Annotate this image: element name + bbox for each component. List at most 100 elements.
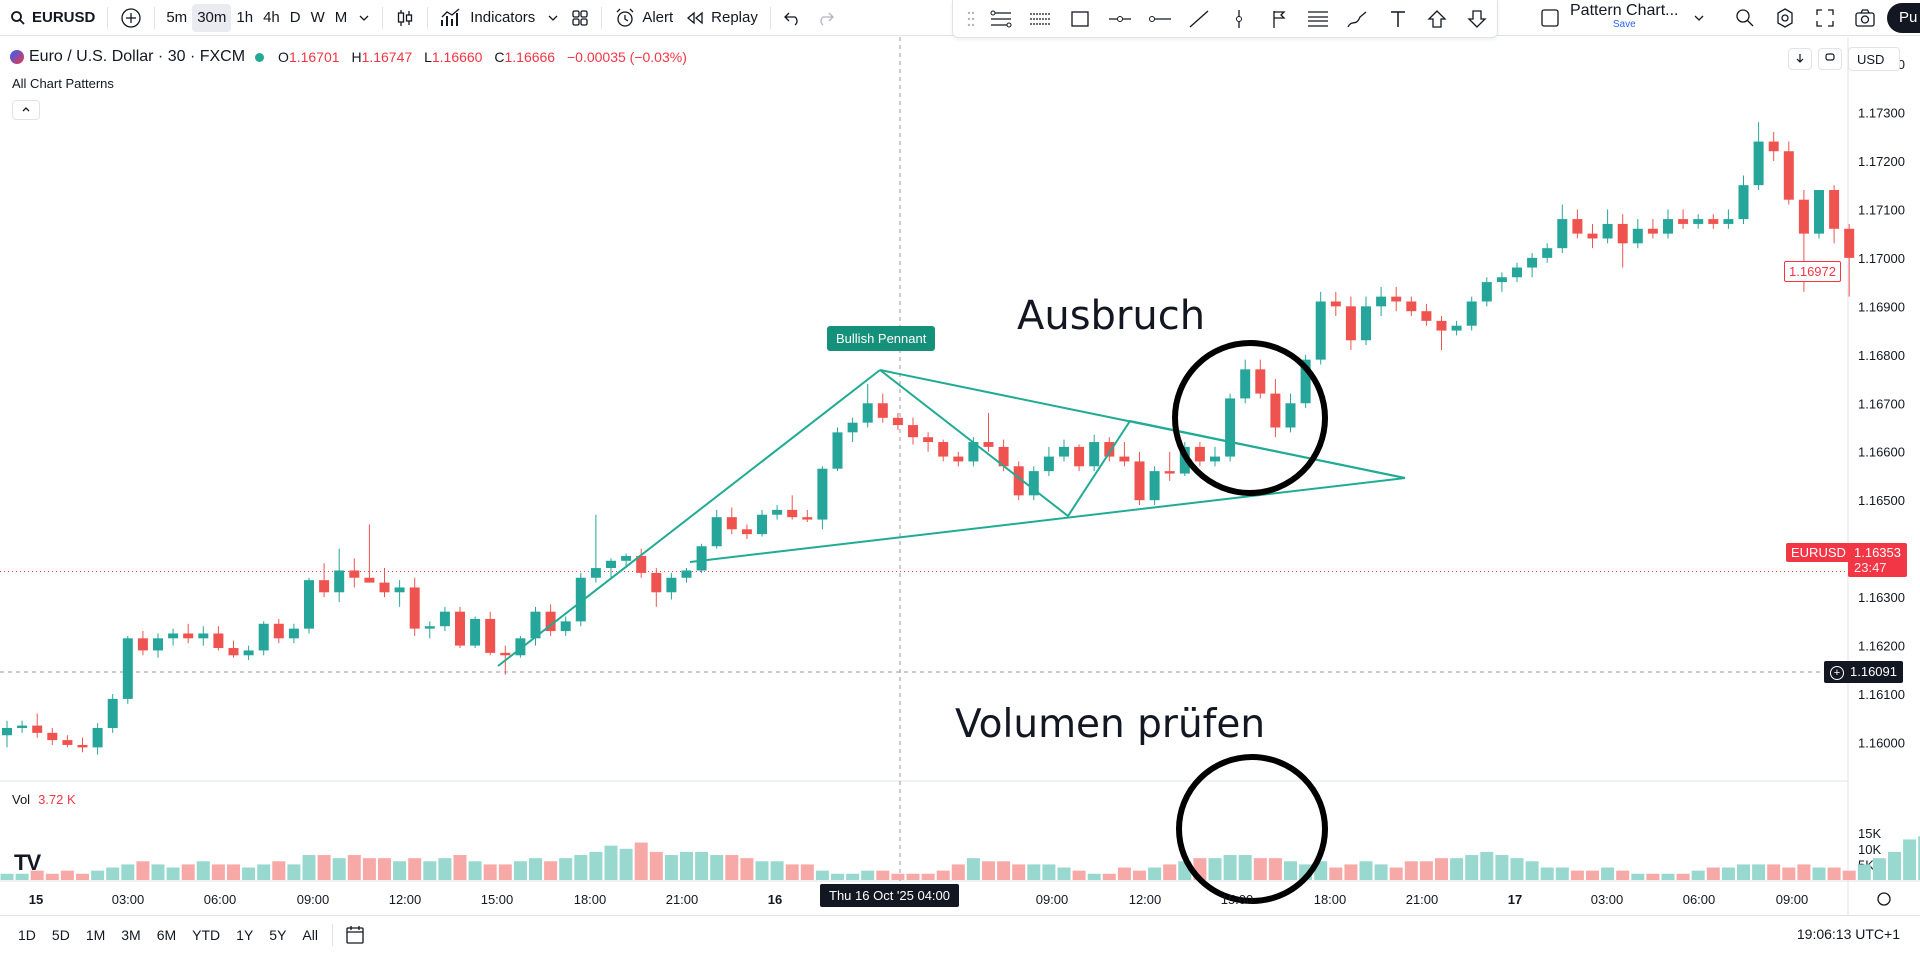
tradingview-logo[interactable]: TV bbox=[14, 850, 41, 875]
pitchfork-tool[interactable] bbox=[981, 4, 1021, 34]
brush-tool[interactable] bbox=[1338, 4, 1378, 34]
candle-body bbox=[455, 611, 465, 646]
fib-tool[interactable] bbox=[1298, 4, 1338, 34]
range-3m[interactable]: 3M bbox=[121, 926, 141, 943]
range-ytd[interactable]: YTD bbox=[192, 926, 221, 943]
volume-legend[interactable]: Vol 3.72 K bbox=[12, 792, 76, 807]
templates-button[interactable] bbox=[565, 4, 595, 32]
range-5y[interactable]: 5Y bbox=[269, 926, 287, 943]
volume-bar bbox=[347, 855, 361, 880]
interval-4h[interactable]: 4h bbox=[263, 9, 280, 26]
quick-search-button[interactable] bbox=[1725, 3, 1765, 33]
arrow-up-icon bbox=[1427, 9, 1448, 28]
time-tick-label: 18:00 bbox=[574, 892, 607, 907]
interval-1h[interactable]: 1h bbox=[236, 9, 254, 26]
replay-button[interactable]: Replay bbox=[679, 4, 764, 32]
interval-dropdown[interactable] bbox=[352, 4, 376, 32]
candle-body bbox=[288, 628, 299, 639]
redo-button[interactable] bbox=[809, 4, 841, 32]
undo-button[interactable] bbox=[777, 4, 809, 32]
text-icon bbox=[1390, 10, 1405, 27]
volume-bar bbox=[1706, 867, 1720, 880]
axis-settings-gear-icon bbox=[1877, 892, 1891, 906]
divider bbox=[601, 6, 603, 29]
range-1m[interactable]: 1M bbox=[85, 926, 106, 943]
rectangle-tool[interactable] bbox=[1060, 4, 1100, 34]
text-tool[interactable] bbox=[1378, 4, 1418, 34]
candle-body bbox=[1330, 301, 1341, 307]
interval-d[interactable]: D bbox=[289, 9, 301, 26]
pattern-label[interactable]: Bullish Pennant bbox=[827, 326, 936, 351]
goto-date-button[interactable] bbox=[339, 921, 373, 949]
candle-body bbox=[1617, 223, 1628, 244]
alert-button[interactable]: Alert bbox=[608, 4, 679, 32]
interval-w[interactable]: W bbox=[310, 9, 325, 26]
snapshot-button[interactable] bbox=[1845, 3, 1885, 33]
collapse-legend-button[interactable] bbox=[12, 100, 40, 120]
indicators-icon bbox=[441, 8, 460, 26]
flag-tool[interactable] bbox=[1259, 4, 1299, 34]
publish-button[interactable]: Pu bbox=[1887, 3, 1920, 33]
crosshair-price-value: 1.16091 bbox=[1850, 664, 1897, 679]
currency-selector[interactable]: USD bbox=[1848, 47, 1900, 71]
range-5d[interactable]: 5D bbox=[51, 926, 70, 943]
candle-body bbox=[198, 633, 209, 639]
range-1y[interactable]: 1Y bbox=[236, 926, 254, 943]
high-value: 1.16747 bbox=[361, 49, 413, 65]
vertical-line-tool[interactable] bbox=[1219, 4, 1259, 34]
auto-scale-button[interactable] bbox=[1818, 48, 1842, 70]
candle-body bbox=[1708, 219, 1719, 224]
gear-icon bbox=[1777, 8, 1793, 28]
drag-handle[interactable] bbox=[961, 4, 981, 34]
arrow-down-tool[interactable] bbox=[1457, 4, 1497, 34]
vertical-line-icon bbox=[1235, 9, 1242, 28]
indicator-legend[interactable]: All Chart Patterns bbox=[12, 76, 114, 91]
volume-bar bbox=[1661, 873, 1675, 880]
candle-body bbox=[1119, 456, 1130, 462]
breakout-annotation[interactable]: Ausbruch bbox=[1017, 293, 1206, 339]
horizontal-ray-tool[interactable] bbox=[1140, 4, 1180, 34]
range-1d[interactable]: 1D bbox=[18, 926, 36, 943]
layout-name-button[interactable]: Pattern Chart... Save bbox=[1540, 2, 1705, 34]
volume-bar bbox=[559, 858, 573, 880]
indicators-dropdown[interactable] bbox=[541, 4, 565, 32]
drawing-toolbar bbox=[952, 0, 1498, 38]
candle-body bbox=[968, 442, 979, 462]
interval-m[interactable]: M bbox=[334, 9, 348, 26]
range-all[interactable]: All bbox=[302, 926, 318, 943]
clock-timezone[interactable]: 19:06:13 UTC+1 bbox=[1796, 926, 1900, 942]
candle-body bbox=[1602, 223, 1613, 239]
add-alert-plus-icon[interactable]: + bbox=[1830, 666, 1844, 680]
brush-icon bbox=[1347, 11, 1367, 27]
fullscreen-button[interactable] bbox=[1805, 3, 1845, 33]
save-link[interactable]: Save bbox=[1612, 19, 1636, 30]
compare-symbol-button[interactable] bbox=[114, 4, 148, 32]
volume-annotation[interactable]: Volumen prüfen bbox=[955, 702, 1266, 747]
candle-body bbox=[606, 560, 616, 569]
horizontal-line-tool[interactable] bbox=[1100, 4, 1140, 34]
settings-button[interactable] bbox=[1765, 3, 1805, 33]
volume-bar bbox=[317, 855, 331, 880]
interval-5m[interactable]: 5m bbox=[166, 9, 188, 26]
arrow-up-tool[interactable] bbox=[1418, 4, 1458, 34]
candle-body bbox=[319, 580, 330, 593]
indicators-button[interactable]: Indicators bbox=[434, 4, 541, 32]
price-tick-label: 1.16700 bbox=[1858, 396, 1905, 411]
trend-line-tool[interactable] bbox=[1179, 4, 1219, 34]
time-tick-label: 06:00 bbox=[204, 892, 237, 907]
volume-bar bbox=[166, 867, 180, 880]
symbol-search[interactable]: EURUSD bbox=[4, 4, 101, 32]
range-6m[interactable]: 6M bbox=[156, 926, 177, 943]
legend-ohlc: O1.16701 H1.16747 L1.16660 C1.16666 −0.0… bbox=[278, 49, 695, 65]
candle-body bbox=[998, 446, 1009, 467]
interval-30m[interactable]: 30m bbox=[192, 3, 232, 32]
chart-type-button[interactable] bbox=[389, 4, 421, 32]
volume-bar bbox=[1721, 867, 1735, 880]
legend-title[interactable]: Euro / U.S. Dollar · 30 · FXCM bbox=[29, 48, 246, 65]
chart-pane[interactable]: 1.174001.173001.172001.171001.170001.169… bbox=[0, 37, 1920, 915]
channel-tool[interactable] bbox=[1021, 4, 1061, 34]
chart-canvas[interactable]: 1.174001.173001.172001.171001.170001.169… bbox=[0, 37, 1920, 915]
time-tick-label: 09:00 bbox=[1776, 892, 1809, 907]
scale-down-button[interactable] bbox=[1788, 48, 1812, 70]
candle-body bbox=[1149, 471, 1160, 501]
